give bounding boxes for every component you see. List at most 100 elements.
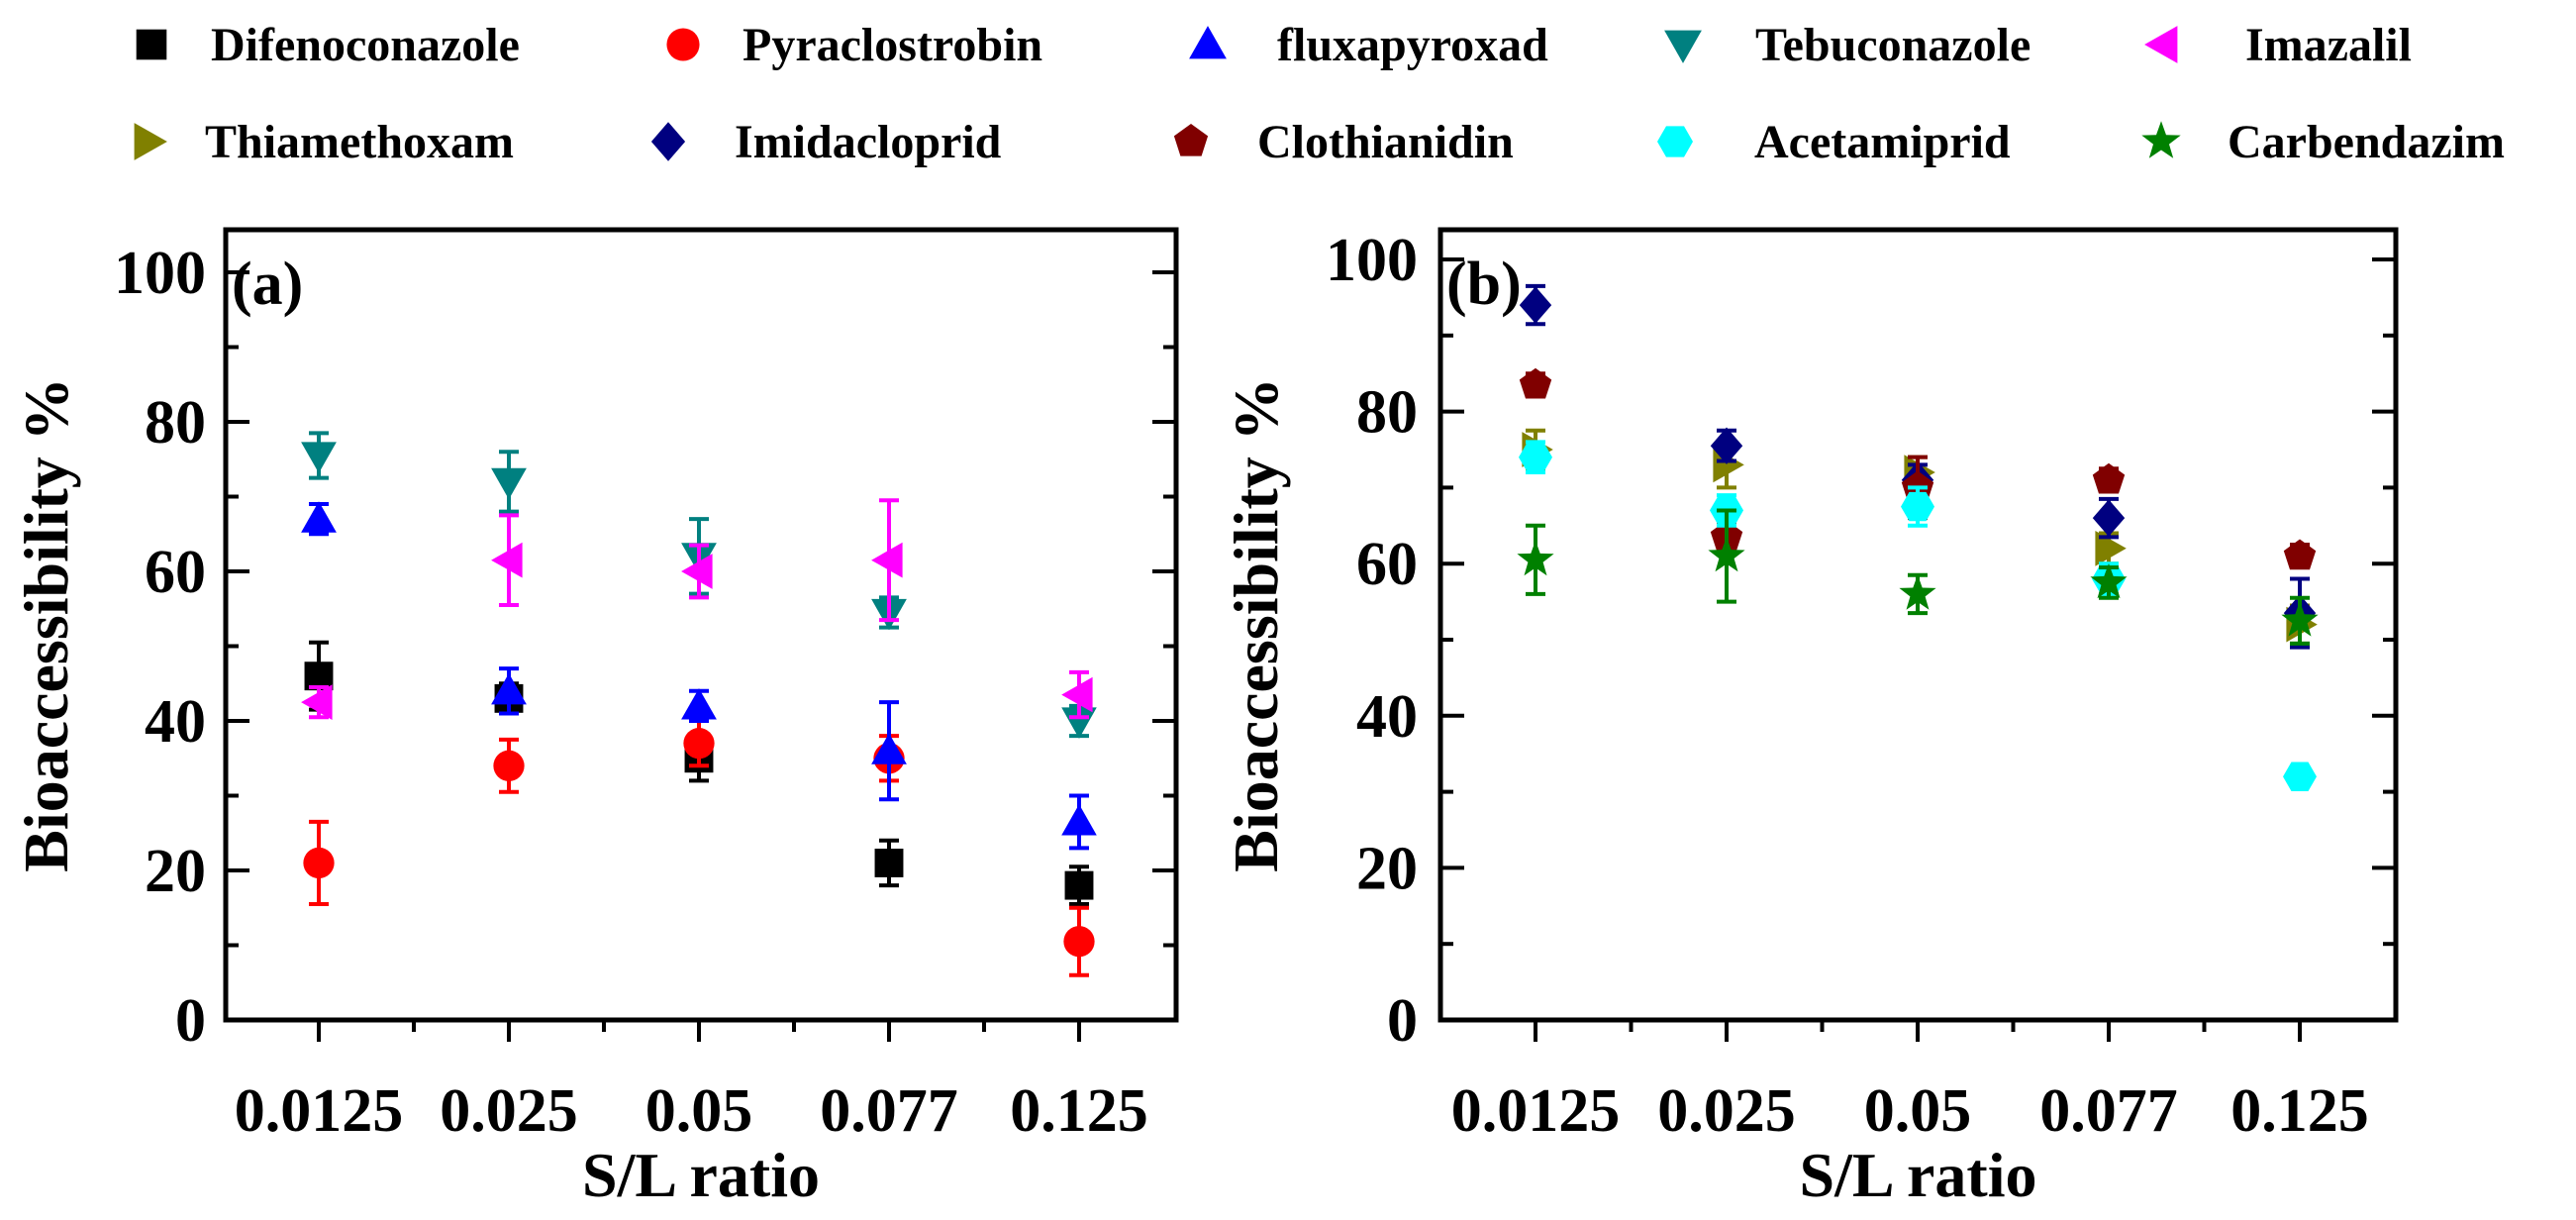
- x-tick-label: 0.05: [645, 1077, 753, 1145]
- data-point-difenoconazole: [1064, 870, 1094, 900]
- y-axis: 0 20 40 60 80 100: [114, 240, 1176, 1055]
- legend-marker-clothianidin: [1173, 124, 1209, 156]
- legend-entry-fluxapyroxad: fluxapyroxad: [1189, 19, 1548, 71]
- data-point-fluxapyroxad: [301, 501, 337, 533]
- legend-entry-acetamiprid: Acetamiprid: [1657, 116, 2011, 168]
- x-tick-label: 0.0125: [1451, 1077, 1621, 1145]
- plot-frame: [223, 227, 1179, 1023]
- y-tick-label: 100: [114, 240, 206, 307]
- x-axis-title: S/L ratio: [582, 1140, 820, 1210]
- y-tick-label: 20: [145, 838, 206, 905]
- y-tick-label: 60: [1356, 531, 1418, 598]
- legend-marker-acetamiprid: [1657, 126, 1693, 157]
- data-point-pyraclostrobin: [1063, 926, 1095, 958]
- y-tick-label: 60: [145, 539, 206, 606]
- legend-label-imidacloprid: Imidacloprid: [735, 116, 1002, 168]
- data-point-acetamiprid: [1901, 491, 1934, 522]
- series-carbendazim: [1517, 508, 2319, 646]
- data-point-imazalil: [301, 684, 333, 720]
- y-tick-label: 0: [1387, 987, 1418, 1055]
- data-point-acetamiprid: [2283, 762, 2317, 791]
- x-tick-label: 0.0125: [235, 1077, 404, 1145]
- y-tick-label: 0: [175, 987, 206, 1055]
- legend-entry-imidacloprid: Imidacloprid: [650, 116, 1002, 168]
- x-tick-label: 0.077: [820, 1077, 958, 1145]
- data-point-clothianidin: [2092, 462, 2126, 494]
- y-tick-label: 80: [145, 389, 206, 457]
- series-clothianidin: [1519, 367, 2317, 570]
- series-acetamiprid: [1519, 440, 2317, 791]
- data-point-thiamethoxam: [2095, 531, 2127, 566]
- legend-entry-pyraclostrobin: Pyraclostrobin: [666, 19, 1042, 71]
- data-point-imazalil: [1061, 676, 1093, 713]
- y-tick-label: 100: [1326, 227, 1418, 294]
- data-point-fluxapyroxad: [1061, 804, 1097, 836]
- legend-label-imazalil: Imazalil: [2245, 19, 2412, 71]
- data-point-pyraclostrobin: [683, 728, 715, 760]
- y-axis: 0 20 40 60 80 100: [1326, 227, 2396, 1055]
- data-point-pyraclostrobin: [493, 750, 525, 781]
- series-difenoconazole: [304, 640, 1094, 906]
- data-point-imidacloprid: [1710, 427, 1743, 464]
- data-point-carbendazim: [2281, 601, 2319, 637]
- legend-entry-difenoconazole: Difenoconazole: [136, 19, 520, 71]
- data-point-tebuconazole: [301, 442, 337, 473]
- data-point-fluxapyroxad: [491, 672, 527, 705]
- x-axis: 0.0125 0.025 0.05 0.077 0.125: [235, 1020, 1148, 1145]
- legend-label-fluxapyroxad: fluxapyroxad: [1277, 19, 1548, 71]
- x-axis: 0.0125 0.025 0.05 0.077 0.125: [1451, 1020, 2369, 1145]
- legend-label-difenoconazole: Difenoconazole: [211, 19, 520, 71]
- data-point-carbendazim: [1517, 540, 1554, 576]
- y-tick-label: 40: [145, 688, 206, 756]
- y-tick-label: 80: [1356, 379, 1418, 447]
- legend-entry-thiamethoxam: Thiamethoxam: [134, 116, 514, 168]
- x-tick-label: 0.077: [2039, 1077, 2178, 1145]
- legend-entry-carbendazim: Carbendazim: [2141, 116, 2505, 168]
- panel-a: 0 20 40 60 80 100 0.0125 0.025 0.05 0.077 0.125 S/L…: [11, 227, 1179, 1210]
- plot-frame: [1437, 227, 2399, 1023]
- data-point-carbendazim: [1899, 574, 1936, 610]
- legend-marker-carbendazim: [2141, 121, 2181, 158]
- series-fluxapyroxad: [301, 501, 1097, 851]
- panel-label: (a): [232, 251, 303, 318]
- legend-entry-clothianidin: Clothianidin: [1173, 116, 1514, 168]
- x-tick-label: 0.025: [1657, 1077, 1796, 1145]
- y-axis-title: Bioaccessibility %: [11, 377, 81, 872]
- data-point-fluxapyroxad: [871, 733, 907, 764]
- data-point-pyraclostrobin: [303, 847, 335, 879]
- legend-marker-fluxapyroxad: [1189, 26, 1227, 59]
- series-imazalil: [301, 498, 1093, 720]
- legend-marker-difenoconazole: [136, 29, 167, 60]
- legend-label-tebuconazole: Tebuconazole: [1755, 19, 2031, 71]
- legend-marker-imazalil: [2144, 26, 2178, 63]
- legend-marker-tebuconazole: [1664, 30, 1702, 63]
- legend-label-acetamiprid: Acetamiprid: [1754, 116, 2011, 168]
- data-point-difenoconazole: [874, 849, 904, 877]
- data-point-imazalil: [871, 542, 903, 578]
- y-tick-label: 20: [1356, 835, 1418, 902]
- legend-label-pyraclostrobin: Pyraclostrobin: [743, 19, 1042, 71]
- x-tick-label: 0.125: [1010, 1077, 1148, 1145]
- legend-entry-imazalil: Imazalil: [2144, 19, 2412, 71]
- data-point-imidacloprid: [1519, 286, 1552, 324]
- data-point-clothianidin: [2283, 539, 2317, 570]
- legend-label-carbendazim: Carbendazim: [2228, 116, 2505, 168]
- legend-entry-tebuconazole: Tebuconazole: [1664, 19, 2031, 71]
- data-point-carbendazim: [2090, 562, 2128, 599]
- legend-label-clothianidin: Clothianidin: [1257, 116, 1514, 168]
- legend-marker-thiamethoxam: [134, 123, 167, 160]
- x-axis-title: S/L ratio: [1799, 1140, 2036, 1210]
- x-tick-label: 0.05: [1864, 1077, 1972, 1145]
- x-tick-label: 0.025: [440, 1077, 578, 1145]
- panel-b: 0 20 40 60 80 100 0.0125 0.025 0.05 0.077 0.125 S/L…: [1221, 227, 2399, 1210]
- data-point-clothianidin: [1519, 367, 1552, 399]
- y-tick-label: 40: [1356, 683, 1418, 751]
- data-point-tebuconazole: [491, 467, 527, 500]
- legend: Difenoconazole Pyraclostrobin fluxapyroxad…: [134, 19, 2505, 168]
- data-point-imazalil: [681, 554, 713, 589]
- y-axis-title: Bioaccessibility %: [1221, 377, 1291, 872]
- panel-label: (b): [1446, 251, 1522, 318]
- series-pyraclostrobin: [303, 719, 1095, 977]
